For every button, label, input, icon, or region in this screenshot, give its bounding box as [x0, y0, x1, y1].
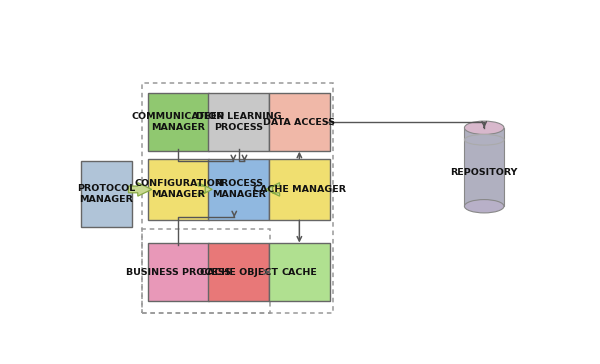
Ellipse shape: [464, 121, 504, 134]
Text: CACHE OBJECT: CACHE OBJECT: [200, 268, 278, 277]
Text: CACHE MANAGER: CACHE MANAGER: [253, 185, 346, 194]
FancyBboxPatch shape: [148, 159, 209, 220]
FancyBboxPatch shape: [208, 159, 269, 220]
FancyBboxPatch shape: [269, 159, 330, 220]
Text: PROCESS
MANAGER: PROCESS MANAGER: [212, 179, 266, 199]
Text: REPOSITORY: REPOSITORY: [451, 168, 518, 177]
FancyBboxPatch shape: [208, 93, 269, 151]
Text: CONFIGURATION
MANAGER: CONFIGURATION MANAGER: [134, 179, 223, 199]
Polygon shape: [198, 183, 212, 196]
Text: PROTOCOL
MANAGER: PROTOCOL MANAGER: [77, 183, 136, 204]
FancyBboxPatch shape: [148, 243, 209, 301]
Polygon shape: [266, 183, 280, 196]
FancyBboxPatch shape: [208, 243, 269, 301]
Ellipse shape: [464, 199, 504, 213]
Text: DATA ACCESS: DATA ACCESS: [263, 118, 335, 127]
FancyBboxPatch shape: [464, 128, 504, 206]
Text: DEEP LEARNING
PROCESS: DEEP LEARNING PROCESS: [196, 112, 282, 132]
Text: CACHE: CACHE: [281, 268, 317, 277]
FancyBboxPatch shape: [269, 93, 330, 151]
Polygon shape: [128, 183, 152, 196]
FancyBboxPatch shape: [269, 243, 330, 301]
FancyBboxPatch shape: [80, 161, 132, 227]
Text: COMMUNICATION
MANAGER: COMMUNICATION MANAGER: [132, 112, 225, 132]
FancyBboxPatch shape: [148, 93, 209, 151]
Text: BUSINESS PROCESS: BUSINESS PROCESS: [126, 268, 231, 277]
